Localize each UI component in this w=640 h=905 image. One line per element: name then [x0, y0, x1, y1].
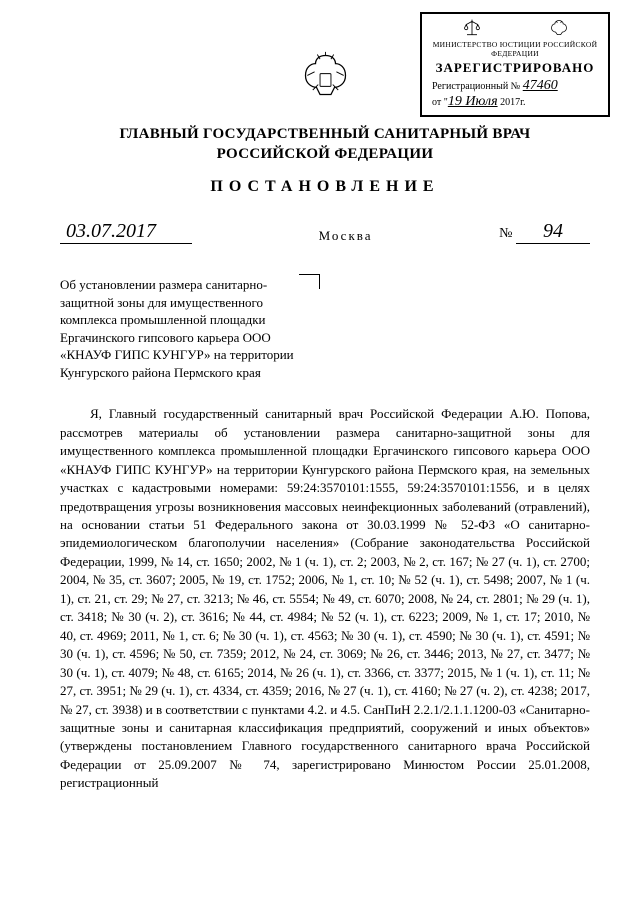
stamp-reg-number: 47460	[523, 78, 558, 93]
stamp-date-hand: 19 Июля	[448, 94, 498, 109]
registration-stamp: МИНИСТЕРСТВО ЮСТИЦИИ РОССИЙСКОЙ ФЕДЕРАЦИ…	[420, 12, 610, 117]
stamp-date-line: от "19 Июля 2017г.	[428, 94, 602, 111]
issuer-line1: ГЛАВНЫЙ ГОСУДАРСТВЕННЫЙ САНИТАРНЫЙ ВРАЧ	[120, 126, 531, 142]
eagle-emblem-icon	[298, 50, 353, 110]
corner-bracket-icon	[299, 274, 320, 289]
document-city: Москва	[319, 228, 373, 244]
stamp-reg-label: Регистрационный №	[432, 81, 520, 92]
scales-icon	[461, 18, 483, 38]
issuer-heading: ГЛАВНЫЙ ГОСУДАРСТВЕННЫЙ САНИТАРНЫЙ ВРАЧ …	[60, 125, 590, 164]
document-date: 03.07.2017	[60, 220, 192, 244]
stamp-registered: ЗАРЕГИСТРИРОВАНО	[428, 60, 602, 76]
subject-block: Об установлении размера санитарно-защитн…	[60, 276, 320, 381]
stamp-ministry: МИНИСТЕРСТВО ЮСТИЦИИ РОССИЙСКОЙ ФЕДЕРАЦИ…	[428, 40, 602, 58]
stamp-date-prefix: от "	[432, 97, 448, 108]
stamp-reg-line: Регистрационный № 47460	[428, 78, 602, 95]
meta-row: 03.07.2017 Москва № 94	[60, 220, 590, 244]
num-label: №	[499, 226, 512, 241]
eagle-icon	[548, 18, 570, 38]
subject-text: Об установлении размера санитарно-защитн…	[60, 277, 294, 380]
stamp-date-suffix: 2017г.	[500, 97, 525, 108]
issuer-line2: РОССИЙСКОЙ ФЕДЕРАЦИИ	[217, 146, 434, 162]
body-text: Я, Главный государственный санитарный вр…	[60, 405, 590, 793]
document-number: 94	[516, 220, 590, 244]
document-number-block: № 94	[499, 220, 590, 244]
document-type: ПОСТАНОВЛЕНИЕ	[60, 178, 590, 196]
stamp-emblems	[428, 18, 602, 38]
